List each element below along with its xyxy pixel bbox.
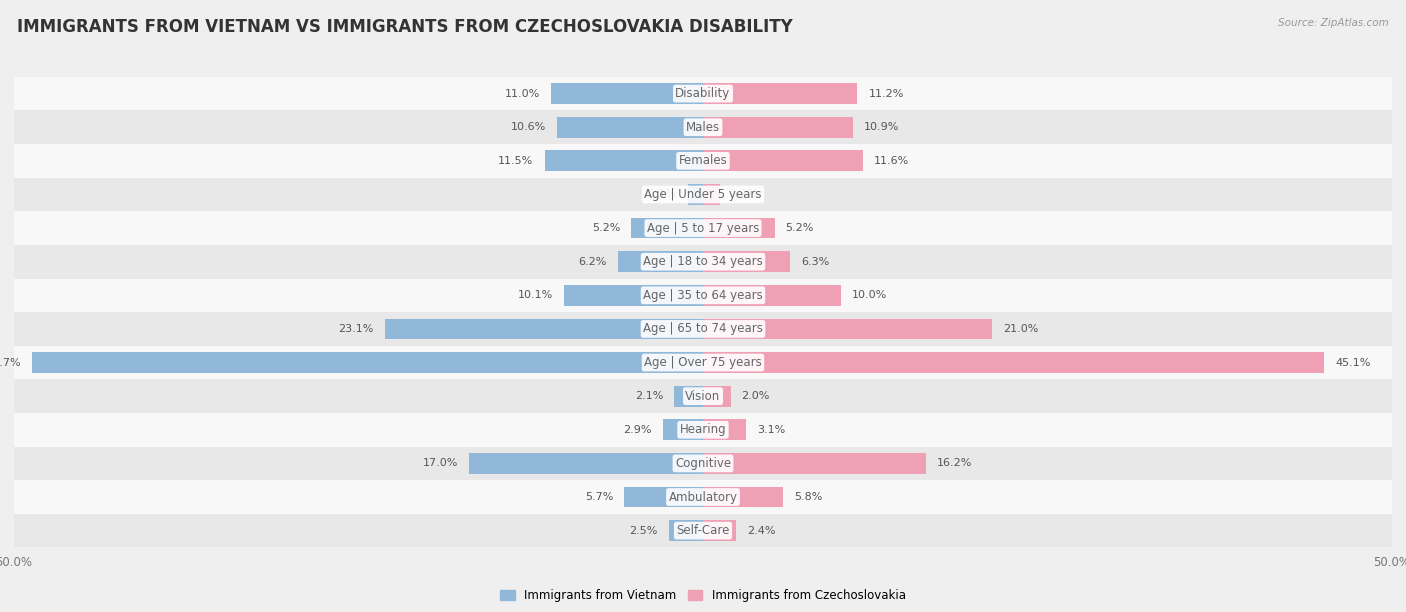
Text: 5.2%: 5.2% [786, 223, 814, 233]
Text: 11.0%: 11.0% [505, 89, 540, 99]
Bar [14, 514, 1392, 548]
Bar [703, 352, 1324, 373]
Text: 45.1%: 45.1% [1336, 357, 1371, 368]
Text: 23.1%: 23.1% [339, 324, 374, 334]
Bar [14, 144, 1392, 177]
Bar [385, 318, 703, 339]
Bar [551, 83, 703, 104]
Text: 2.5%: 2.5% [628, 526, 658, 536]
Bar [703, 520, 737, 541]
Text: 11.2%: 11.2% [869, 89, 904, 99]
Bar [703, 285, 841, 306]
Bar [14, 312, 1392, 346]
Text: 1.2%: 1.2% [731, 190, 759, 200]
Bar [703, 419, 745, 440]
Bar [14, 413, 1392, 447]
Text: 21.0%: 21.0% [1004, 324, 1039, 334]
Text: Source: ZipAtlas.com: Source: ZipAtlas.com [1278, 18, 1389, 28]
Text: 2.0%: 2.0% [741, 391, 770, 401]
Text: 2.1%: 2.1% [634, 391, 664, 401]
Text: 48.7%: 48.7% [0, 357, 21, 368]
Bar [14, 211, 1392, 245]
Bar [703, 117, 853, 138]
Bar [557, 117, 703, 138]
Bar [14, 76, 1392, 110]
Text: 5.7%: 5.7% [585, 492, 613, 502]
Text: 1.1%: 1.1% [648, 190, 676, 200]
Text: Ambulatory: Ambulatory [668, 490, 738, 504]
Text: 10.6%: 10.6% [510, 122, 546, 132]
Text: 6.3%: 6.3% [801, 256, 830, 267]
Bar [703, 487, 783, 507]
Text: Males: Males [686, 121, 720, 134]
Text: Age | 35 to 64 years: Age | 35 to 64 years [643, 289, 763, 302]
Bar [14, 278, 1392, 312]
Text: 5.2%: 5.2% [592, 223, 620, 233]
Text: Age | 65 to 74 years: Age | 65 to 74 years [643, 323, 763, 335]
Bar [14, 346, 1392, 379]
Bar [14, 245, 1392, 278]
Text: 2.9%: 2.9% [623, 425, 652, 435]
Bar [14, 177, 1392, 211]
Text: Age | 18 to 34 years: Age | 18 to 34 years [643, 255, 763, 268]
Bar [703, 184, 720, 205]
Text: 17.0%: 17.0% [422, 458, 458, 468]
Text: 5.8%: 5.8% [794, 492, 823, 502]
Text: Females: Females [679, 154, 727, 167]
Text: Age | Under 5 years: Age | Under 5 years [644, 188, 762, 201]
Bar [468, 453, 703, 474]
Text: Disability: Disability [675, 87, 731, 100]
Bar [564, 285, 703, 306]
Bar [617, 252, 703, 272]
Text: 10.0%: 10.0% [852, 290, 887, 300]
Bar [703, 218, 775, 239]
Text: 2.4%: 2.4% [747, 526, 776, 536]
Text: 11.6%: 11.6% [875, 156, 910, 166]
Text: 6.2%: 6.2% [578, 256, 606, 267]
Text: 10.9%: 10.9% [865, 122, 900, 132]
Text: 10.1%: 10.1% [517, 290, 553, 300]
Bar [631, 218, 703, 239]
Bar [14, 447, 1392, 480]
Text: Cognitive: Cognitive [675, 457, 731, 470]
Bar [703, 252, 790, 272]
Text: Vision: Vision [685, 390, 721, 403]
Bar [669, 520, 703, 541]
Bar [544, 151, 703, 171]
Bar [688, 184, 703, 205]
Bar [624, 487, 703, 507]
Bar [703, 386, 731, 406]
Bar [664, 419, 703, 440]
Bar [32, 352, 703, 373]
Bar [14, 480, 1392, 514]
Text: Age | 5 to 17 years: Age | 5 to 17 years [647, 222, 759, 234]
Bar [703, 453, 927, 474]
Text: 11.5%: 11.5% [498, 156, 533, 166]
Text: IMMIGRANTS FROM VIETNAM VS IMMIGRANTS FROM CZECHOSLOVAKIA DISABILITY: IMMIGRANTS FROM VIETNAM VS IMMIGRANTS FR… [17, 18, 793, 36]
Text: 3.1%: 3.1% [756, 425, 785, 435]
Bar [703, 151, 863, 171]
Text: Hearing: Hearing [679, 424, 727, 436]
Bar [14, 379, 1392, 413]
Bar [673, 386, 703, 406]
Text: Self-Care: Self-Care [676, 524, 730, 537]
Text: Age | Over 75 years: Age | Over 75 years [644, 356, 762, 369]
Bar [14, 110, 1392, 144]
Text: 16.2%: 16.2% [938, 458, 973, 468]
Legend: Immigrants from Vietnam, Immigrants from Czechoslovakia: Immigrants from Vietnam, Immigrants from… [496, 584, 910, 607]
Bar [703, 83, 858, 104]
Bar [703, 318, 993, 339]
